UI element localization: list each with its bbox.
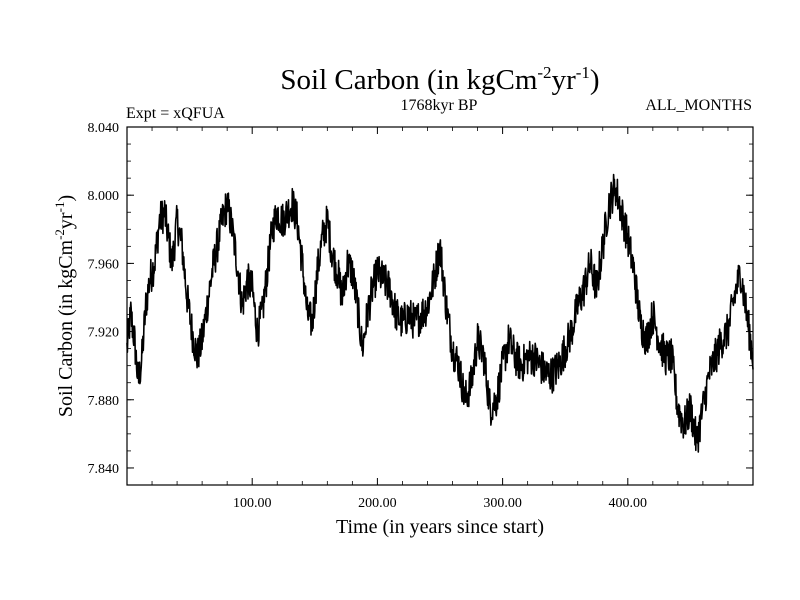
y-tick-label: 8.000 (88, 189, 120, 204)
y-tick-label: 7.960 (88, 257, 120, 272)
months-label: ALL_MONTHS (645, 97, 752, 114)
experiment-label: Expt = xQFUA (126, 105, 225, 122)
y-tick-label: 8.040 (88, 121, 120, 136)
series-layer (126, 173, 754, 453)
y-tick-label: 7.840 (88, 462, 120, 477)
y-axis-label: Soil Carbon (in kgCm-2yr-1) (52, 195, 77, 417)
x-tick-label: 400.00 (609, 496, 648, 511)
y-tick-label: 7.920 (88, 326, 120, 341)
x-tick-label: 100.00 (233, 496, 272, 511)
x-axis: 100.00 200.00 300.00 400.00 (151, 127, 729, 511)
period-label: 1768kyr BP (401, 97, 478, 114)
x-tick-label: 200.00 (358, 496, 397, 511)
plot-frame (126, 126, 754, 486)
x-axis-label: Time (in years since start) (336, 516, 544, 538)
x-tick-label: 300.00 (483, 496, 522, 511)
y-tick-label: 7.880 (88, 394, 120, 409)
soil-carbon-series-line (126, 173, 754, 453)
chart-title: Soil Carbon (in kgCm-2yr-1) (280, 63, 599, 96)
y-axis: 8.040 8.000 7.960 7.920 7.880 7.840 (88, 121, 753, 486)
